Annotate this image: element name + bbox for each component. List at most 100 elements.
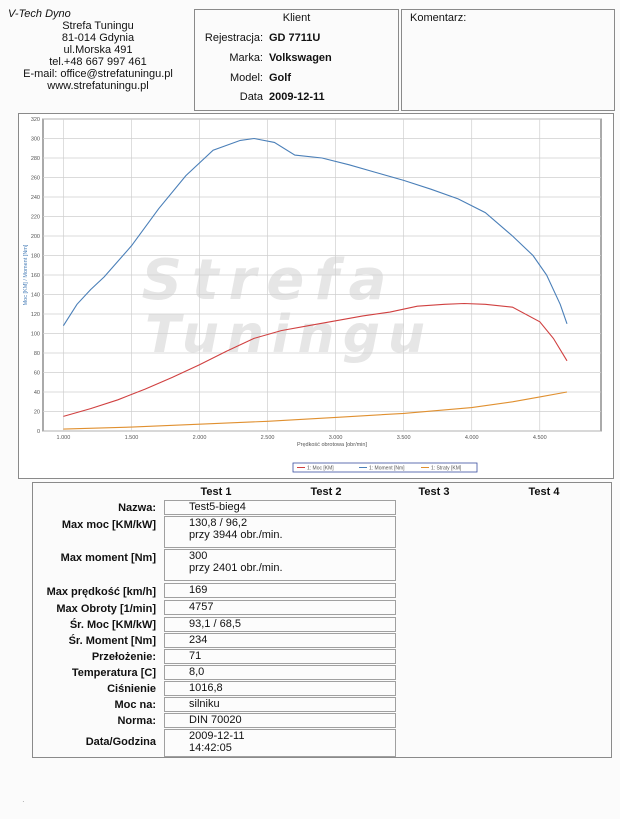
client-value: GD 7711U	[269, 32, 321, 44]
x-tick-label: 3.000	[329, 435, 343, 441]
row-value-cisnienie: 1016,8	[164, 681, 396, 696]
comment-title: Komentarz:	[410, 12, 467, 24]
x-tick-label: 2.500	[261, 435, 275, 441]
client-box: Klient Rejestracja: GD 7711U Marka: Volk…	[194, 9, 399, 111]
header-test-3: Test 3	[418, 486, 450, 498]
value-line: 1016,8	[189, 682, 223, 694]
value-line: przy 3944 obr./min.	[189, 529, 283, 541]
row-label-przelozenie: Przełożenie:	[91, 651, 156, 663]
company-line: tel.+48 667 997 461	[49, 56, 147, 68]
company-line: 81-014 Gdynia	[61, 32, 135, 44]
company-title: V-Tech Dyno	[8, 8, 71, 20]
row-value-norma: DIN 70020	[164, 713, 396, 728]
row-label-max-moc: Max moc [KM/kW]	[61, 519, 156, 531]
value-line: 300	[189, 550, 208, 562]
y-tick-label: 60	[34, 371, 40, 377]
client-row: Marka: Volkswagen	[195, 52, 398, 66]
y-tick-label: 80	[34, 351, 40, 357]
client-title: Klient	[282, 12, 311, 24]
client-label: Data	[239, 91, 263, 103]
x-tick-label: 4.000	[465, 435, 479, 441]
row-value-max-predkosc: 169	[164, 583, 396, 598]
comment-box: Komentarz:	[401, 9, 615, 111]
row-label-temperatura: Temperatura [C]	[71, 667, 156, 679]
scan-speck: ·	[22, 797, 25, 806]
y-tick-label: 280	[31, 156, 40, 162]
x-tick-label: 1.500	[125, 435, 139, 441]
x-tick-label: 3.500	[397, 435, 411, 441]
header-test-2: Test 2	[310, 486, 342, 498]
client-value: Volkswagen	[269, 52, 332, 64]
row-label-norma: Norma:	[117, 715, 156, 727]
dyno-chart: Strefa Tuningu 0 20 40 60 80 100 120 140 160 180 200…	[18, 113, 614, 479]
y-tick-label: 300	[31, 137, 40, 143]
legend-entry: 1: Moment [Nm]	[369, 466, 405, 472]
value-line: 2009-12-11	[189, 730, 245, 742]
client-label: Marka:	[229, 52, 263, 64]
client-label: Rejestracja:	[204, 32, 263, 44]
y-tick-label: 100	[31, 332, 40, 338]
row-label-nazwa: Nazwa:	[118, 502, 156, 514]
y-tick-label: 20	[34, 410, 40, 416]
row-label-cisnienie: Ciśnienie	[107, 683, 156, 695]
watermark-line: Tuningu	[145, 305, 433, 365]
y-axis-label: Moc [KM] / Moment [Nm]	[23, 244, 29, 305]
row-value-temperatura: 8,0	[164, 665, 396, 680]
row-value-przelozenie: 71	[164, 649, 396, 664]
results-table	[32, 482, 612, 758]
legend-entry: 1: Straty [KM]	[431, 466, 462, 472]
x-tick-label: 2.000	[193, 435, 207, 441]
row-label-max-predkosc: Max prędkość [km/h]	[46, 586, 156, 598]
y-tick-label: 220	[31, 215, 40, 221]
row-value-max-moment: 300 przy 2401 obr./min.	[164, 549, 396, 581]
header-test-4: Test 4	[528, 486, 560, 498]
series-line-3	[63, 391, 568, 430]
row-label-data-godzina: Data/Godzina	[85, 736, 156, 748]
legend-box	[292, 462, 478, 473]
value-line: Test5-bieg4	[189, 501, 246, 513]
company-line: Strefa Tuningu	[62, 20, 134, 32]
row-label-max-moment: Max moment [Nm]	[60, 552, 156, 564]
y-tick-label: 0	[37, 429, 40, 435]
series-line-1	[63, 302, 568, 417]
row-value-max-obroty: 4757	[164, 600, 396, 615]
header-test-1: Test 1	[200, 486, 232, 498]
x-tick-label: 4.500	[533, 435, 547, 441]
client-row: Model: Golf	[195, 72, 398, 86]
value-line: 4757	[189, 601, 214, 613]
y-tick-label: 240	[31, 195, 40, 201]
x-axis-label: Prędkość obrotowa [obr/min]	[297, 442, 367, 448]
value-line: 169	[189, 584, 208, 596]
company-line: ul.Morska 491	[63, 44, 133, 56]
y-tick-label: 40	[34, 390, 40, 396]
y-tick-label: 120	[31, 312, 40, 318]
row-label-sr-moment: Śr. Moment [Nm]	[68, 635, 156, 647]
company-info: V-Tech Dyno Strefa Tuningu 81-014 Gdynia…	[8, 8, 188, 92]
y-tick-label: 260	[31, 176, 40, 182]
value-line: 130,8 / 96,2	[189, 517, 248, 529]
row-value-sr-moc: 93,1 / 68,5	[164, 617, 396, 632]
client-row: Rejestracja: GD 7711U	[195, 32, 398, 46]
row-label-max-obroty: Max Obroty [1/min]	[56, 603, 156, 615]
y-tick-label: 160	[31, 273, 40, 279]
y-tick-label: 180	[31, 254, 40, 260]
value-line: 71	[189, 650, 202, 662]
company-line: E-mail: office@strefatuningu.pl	[23, 68, 173, 80]
row-value-sr-moment: 234	[164, 633, 396, 648]
company-line: www.strefatuningu.pl	[47, 80, 149, 92]
x-tick-label: 1.000	[57, 435, 71, 441]
value-line: DIN 70020	[189, 714, 242, 726]
row-value-data-godzina: 2009-12-11 14:42:05	[164, 729, 396, 757]
row-value-nazwa: Test5-bieg4	[164, 500, 396, 515]
row-value-max-moc: 130,8 / 96,2 przy 3944 obr./min.	[164, 516, 396, 548]
y-tick-label: 320	[31, 117, 40, 123]
legend-entry: 1: Moc [KM]	[307, 466, 334, 472]
row-label-sr-moc: Śr. Moc [KM/kW]	[69, 619, 156, 631]
client-label: Model:	[229, 72, 263, 84]
value-line: 93,1 / 68,5	[189, 618, 241, 630]
client-value: 2009-12-11	[269, 91, 325, 103]
value-line: 8,0	[189, 666, 205, 678]
row-label-moc-na: Moc na:	[114, 699, 156, 711]
value-line: 234	[189, 634, 208, 646]
